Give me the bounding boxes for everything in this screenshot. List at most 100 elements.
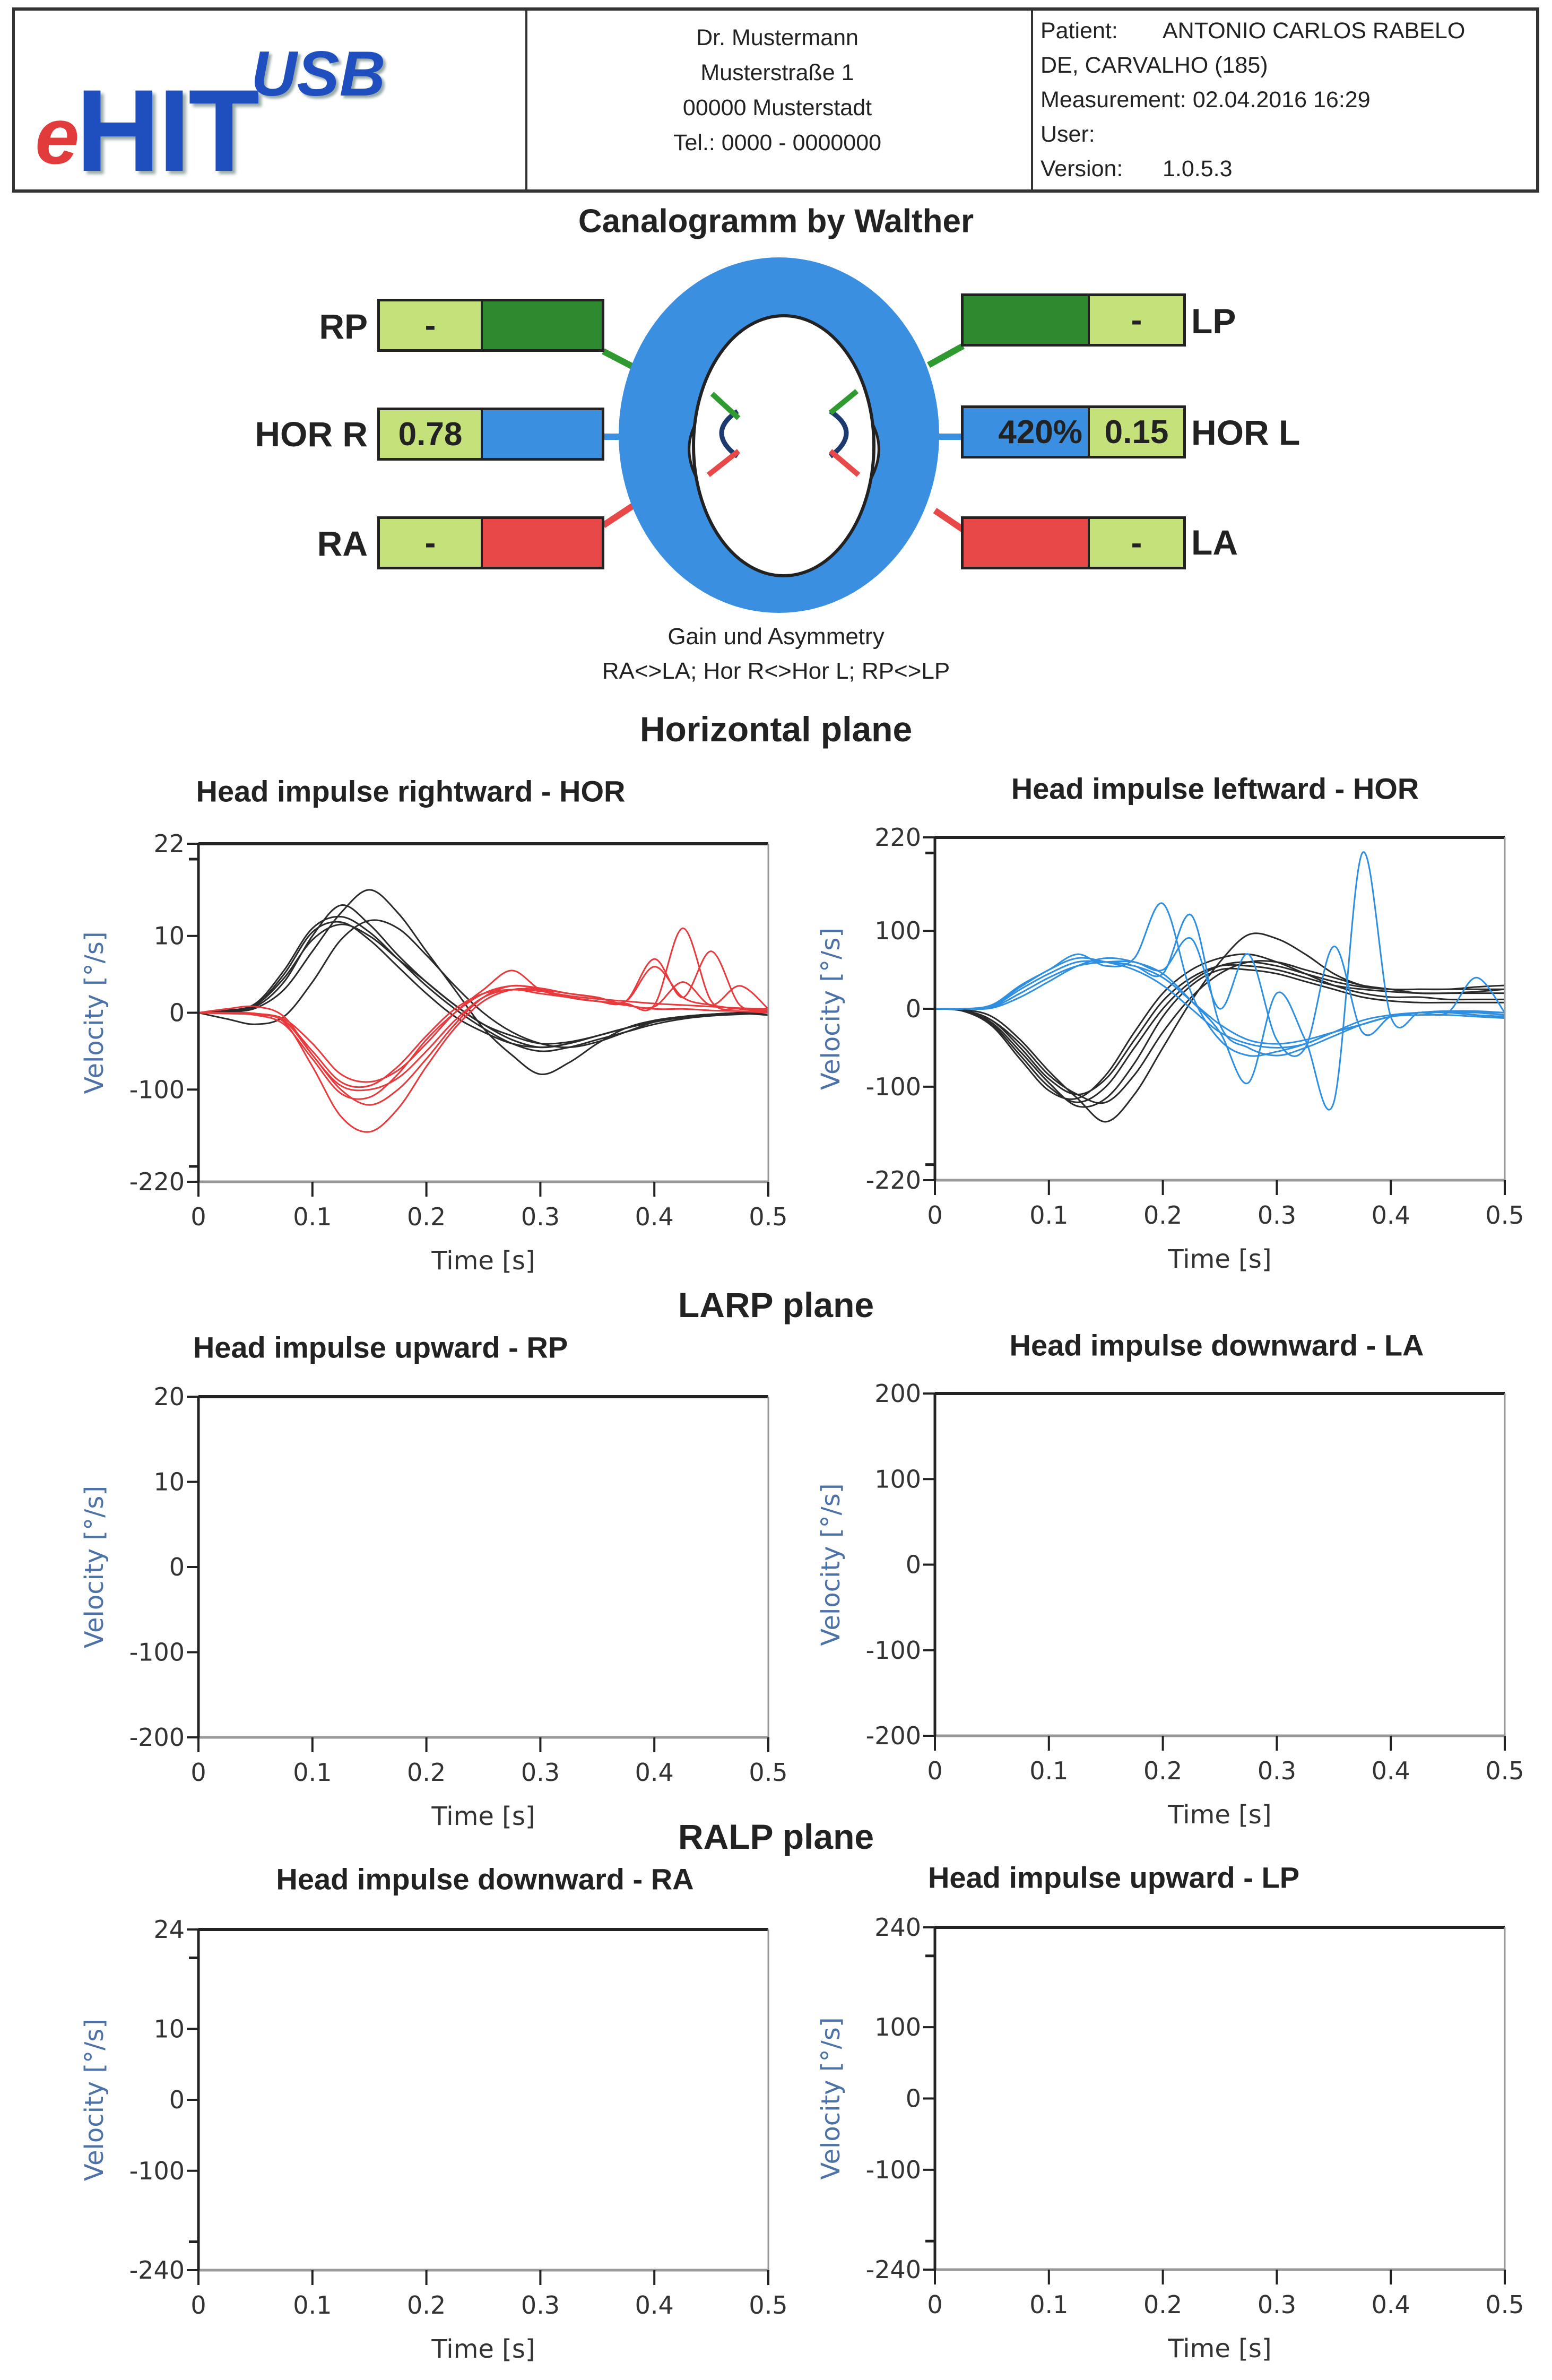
version-label: Version: [1041, 156, 1123, 181]
y-tick-label: -240 [129, 2256, 185, 2284]
canalogram-head-diagram [601, 257, 965, 613]
chart-title: Head impulse downward - RA [276, 1862, 694, 1896]
x-axis-label: Time [s] [1167, 1800, 1271, 1830]
y-tick-label: 0 [906, 2084, 921, 2113]
chart-title: Head impulse leftward - HOR [1011, 772, 1419, 806]
hor-l-gain-value: 0.15 [1088, 408, 1183, 456]
hor-l-label: HOR L [1191, 413, 1300, 452]
x-tick-label: 0.3 [521, 1202, 560, 1231]
trace-line [934, 957, 1505, 1049]
y-tick-label: -100 [129, 2157, 185, 2185]
y-tick-label: 10 [153, 922, 185, 950]
chart-title: Head impulse upward - RP [193, 1330, 568, 1364]
lp-connector [927, 343, 965, 368]
x-tick-label: 0.1 [1029, 1201, 1068, 1230]
x-tick-label: 0.4 [1372, 1756, 1410, 1785]
x-tick-label: 0.5 [1485, 1201, 1524, 1230]
lp-label: LP [1191, 301, 1236, 341]
y-tick-label: -100 [866, 2156, 921, 2184]
x-tick-label: 0.1 [1029, 2290, 1068, 2319]
left-horizontal-canal [719, 409, 739, 458]
x-tick-label: 0 [927, 1201, 942, 1230]
trace-line [934, 932, 1505, 1123]
x-tick-label: 0.1 [293, 1202, 332, 1231]
chart-svg: 0 0.1 0.2 0.3 0.4 0.5 24 10 0 -100 -240 Time [s] Vel… [80, 1915, 788, 2364]
x-tick-label: 0.5 [1485, 1756, 1524, 1785]
rp-label: RP [319, 307, 368, 346]
right-horizontal-canal [829, 409, 849, 458]
doctor-city: 00000 Musterstadt [682, 95, 872, 120]
logo-usb: USB [251, 38, 386, 109]
series-1 [198, 927, 769, 1133]
version-value: 1.0.5.3 [1163, 156, 1233, 181]
trace-line [198, 989, 769, 1088]
chart-title: Head impulse upward - LP [927, 1860, 1300, 1894]
x-tick-label: 0.5 [1485, 2290, 1524, 2319]
lp-gain-box: - [961, 293, 1186, 347]
right-posterior-canal [828, 389, 859, 415]
y-tick-label: 200 [874, 1379, 921, 1408]
head-outline [692, 314, 875, 577]
y-tick-label: -100 [129, 1075, 185, 1104]
y-tick-label: 0 [169, 2085, 185, 2114]
y-tick-label: -100 [866, 1072, 921, 1101]
x-tick-label: 0 [190, 1758, 206, 1787]
y-tick-label: 100 [874, 2013, 921, 2041]
doctor-address: Dr. Mustermann Musterstraße 1 00000 Must… [525, 20, 1029, 160]
y-tick-label: 24 [153, 1915, 185, 1944]
y-axis-label: Velocity [°/s] [816, 1483, 846, 1646]
y-axis-label: Velocity [°/s] [816, 928, 846, 1090]
x-tick-label: 0.3 [521, 2291, 560, 2320]
x-axis-label: Time [s] [431, 1246, 535, 1276]
chart-title: Head impulse rightward - HOR [196, 774, 626, 808]
logo-e: e [35, 91, 80, 180]
la-asymmetry [964, 519, 1088, 567]
chart-svg: 0 0.1 0.2 0.3 0.4 0.5 22 10 0 -100 -220 Time [s] Vel… [80, 829, 788, 1276]
x-tick-label: 0.2 [407, 1202, 446, 1231]
x-tick-label: 0.2 [407, 1758, 446, 1787]
x-tick-label: 0.1 [293, 1758, 332, 1787]
chart-svg: 0 0.1 0.2 0.3 0.4 0.5 240 100 0 -100 -240 Time [s] V… [816, 1913, 1524, 2364]
x-tick-label: 0.3 [521, 1758, 560, 1787]
chart-title: Head impulse downward - LA [1009, 1328, 1424, 1362]
logo-hit: HIT [76, 65, 259, 196]
x-tick-label: 0.4 [1372, 1201, 1410, 1230]
rp-color-cell [481, 301, 602, 349]
x-tick-label: 0.4 [1372, 2290, 1410, 2319]
y-tick-label: 220 [874, 823, 921, 852]
hor-r-color-cell [481, 410, 602, 458]
rp-gain-value: - [380, 301, 481, 349]
x-tick-label: 0.3 [1258, 1201, 1296, 1230]
hor-l-gain-box: 420% 0.15 [961, 405, 1186, 458]
x-axis-label: Time [s] [1167, 1244, 1271, 1274]
ehit-usb-logo: e HIT USB [25, 32, 503, 196]
trace-line [934, 953, 1505, 1100]
y-tick-label: -200 [866, 1721, 921, 1750]
x-tick-label: 0.3 [1258, 2290, 1296, 2319]
measurement-label: Measurement: [1041, 87, 1186, 112]
canalogram-caption: Gain und Asymmetry [667, 624, 885, 650]
y-tick-label: 100 [874, 916, 921, 945]
x-tick-label: 0.2 [1143, 2290, 1182, 2319]
y-axis-label: Velocity [°/s] [80, 931, 109, 1094]
y-tick-label: 100 [874, 1465, 921, 1493]
doctor-phone: Tel.: 0000 - 0000000 [673, 130, 882, 155]
patient-info: Patient: ANTONIO CARLOS RABELO DE, CARVAL… [1041, 14, 1534, 186]
x-axis-label: Time [s] [1167, 2334, 1271, 2364]
trace-line [198, 950, 769, 1083]
x-tick-label: 0.5 [749, 1202, 787, 1231]
la-connector [933, 508, 965, 532]
y-tick-label: 10 [153, 2014, 185, 2043]
x-axis-label: Time [s] [431, 1802, 535, 1831]
larp-plane-title: LARP plane [678, 1285, 874, 1325]
y-tick-label: 22 [153, 829, 185, 858]
x-tick-label: 0 [190, 2291, 206, 2320]
ra-gain-box: - [377, 516, 604, 569]
hor-r-gain-box: 0.78 [377, 408, 604, 461]
trace-line [198, 927, 769, 1092]
hor-r-label: HOR R [255, 414, 368, 454]
y-axis-label: Velocity [°/s] [80, 2019, 109, 2181]
y-tick-label: -100 [866, 1636, 921, 1665]
series-1 [934, 851, 1506, 1111]
la-gain-box: - [961, 516, 1186, 569]
